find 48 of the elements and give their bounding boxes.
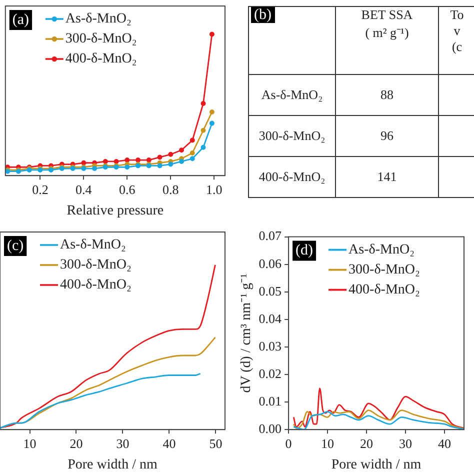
x-tick-label: 20 <box>360 436 374 451</box>
data-label: 96 <box>336 116 438 156</box>
legend-label: 400-δ-MnO₂ <box>60 278 132 293</box>
data-label: 141 <box>336 156 438 198</box>
legend-label: As-δ-MnO₂ <box>65 12 132 27</box>
x-tick-label: 20 <box>70 436 83 451</box>
text: To v (c <box>449 7 465 55</box>
x-tick-label: 10 <box>23 436 36 451</box>
y-tick-label: 0.01 <box>258 393 282 408</box>
category-label: As-δ-MnO₂ <box>248 74 336 116</box>
y-tick-label: 0.05 <box>258 283 282 298</box>
x-tick-label: 0.8 <box>162 182 179 197</box>
x-axis-title: Pore width / nm <box>331 457 422 472</box>
x-tick-label: 30 <box>116 436 130 451</box>
legend-label: 300-δ-MnO₂ <box>60 258 132 273</box>
x-tick-label: 40 <box>162 436 176 451</box>
category-label: 400-δ-MnO₂ <box>248 156 336 198</box>
y-tick-label: 0.02 <box>258 366 282 381</box>
data-label: 88 <box>336 74 438 116</box>
legend-label: 400-δ-MnO₂ <box>65 52 137 67</box>
x-axis-title: Pore width / nm <box>68 457 158 472</box>
y-tick-label: 0.03 <box>258 338 282 354</box>
x-tick-label: 0.6 <box>119 182 136 197</box>
legend-label: 400-δ-MnO₂ <box>348 282 420 298</box>
legend-label: 300-δ-MnO₂ <box>348 262 420 278</box>
y-axis-title: dV (d) / cm³ nm⁻¹ g⁻¹ <box>239 274 254 393</box>
legend-label: As-δ-MnO₂ <box>60 238 126 253</box>
legend-label: As-δ-MnO₂ <box>348 242 415 258</box>
y-tick-label: 0.04 <box>258 310 282 326</box>
x-tick-label: 30 <box>399 436 412 451</box>
text: (b) <box>251 7 274 23</box>
x-axis-title: Relative pressure <box>66 203 164 218</box>
x-tick-label: 40 <box>438 436 452 451</box>
y-tick-label: 0.00 <box>258 421 282 436</box>
legend-label: 300-δ-MnO₂ <box>65 32 137 47</box>
text: BET SSA ( m² g⁻¹) <box>360 7 414 41</box>
y-tick-label: 0.06 <box>258 256 282 271</box>
category-label: 300-δ-MnO₂ <box>248 116 336 156</box>
x-tick-label: 0.4 <box>76 182 92 197</box>
annotation: (d) <box>296 242 314 259</box>
text: (a) <box>12 12 30 28</box>
x-tick-label: 0 <box>285 436 292 451</box>
text: (c) <box>7 238 24 254</box>
x-tick-label: 0.2 <box>32 182 48 197</box>
y-tick-label: 0.07 <box>258 228 282 244</box>
x-tick-label: 10 <box>321 436 334 451</box>
x-tick-label: 1.0 <box>206 182 222 197</box>
x-tick-label: 50 <box>209 436 222 451</box>
